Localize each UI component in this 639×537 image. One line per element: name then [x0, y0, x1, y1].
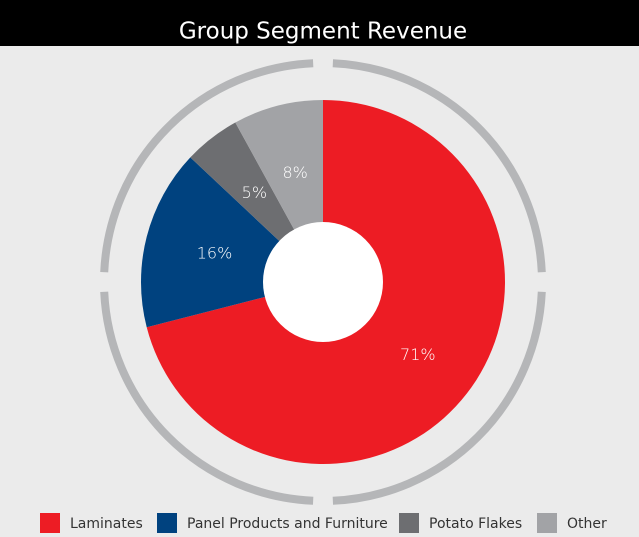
legend-swatch: [399, 513, 419, 533]
legend-swatch: [537, 513, 557, 533]
donut-hole: [263, 222, 383, 342]
slice-label: 16%: [197, 244, 233, 263]
ring-arc: [100, 291, 314, 505]
ring-arc: [100, 59, 314, 273]
title-bar: [0, 0, 639, 46]
legend-label: Other: [567, 516, 607, 532]
chart-title: Group Segment Revenue: [179, 19, 467, 45]
legend-label: Potato Flakes: [429, 516, 522, 532]
legend-label: Panel Products and Furniture: [187, 516, 388, 532]
ring-arc: [332, 59, 546, 273]
slice-label: 5%: [242, 183, 267, 202]
slice-label: 71%: [400, 345, 436, 364]
legend-label: Laminates: [70, 516, 143, 532]
slice-label: 8%: [282, 163, 307, 182]
legend-swatch: [157, 513, 177, 533]
ring-arc: [332, 291, 546, 505]
legend-swatch: [40, 513, 60, 533]
outer-ring: [100, 59, 546, 505]
